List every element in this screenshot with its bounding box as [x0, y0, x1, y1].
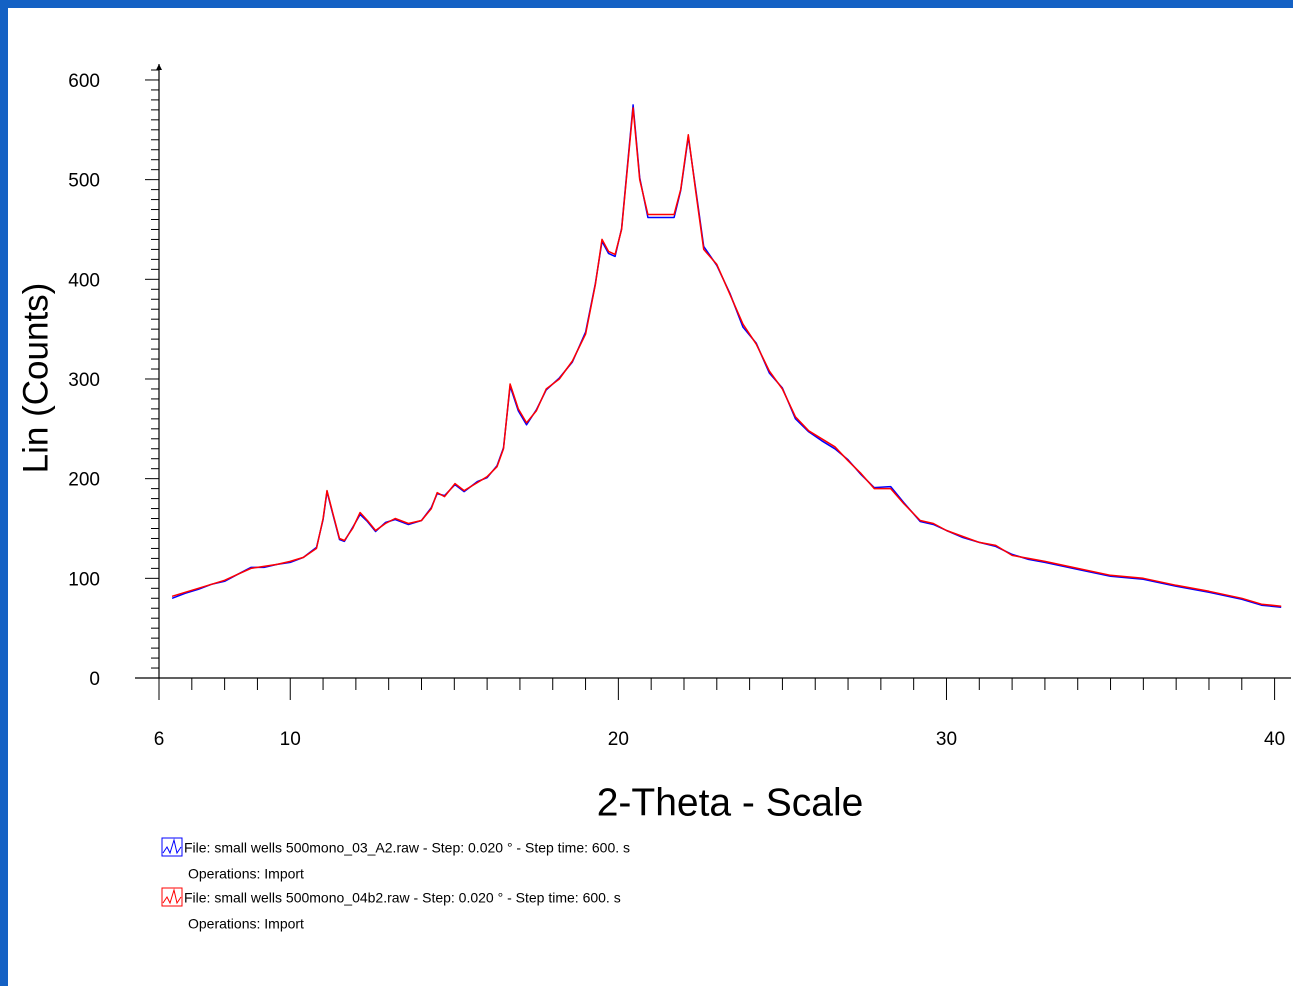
legend-swatch-wave — [162, 888, 182, 905]
y-tick-label: 0 — [89, 669, 100, 690]
legend-label: File: small wells 500mono_03_A2.raw - St… — [184, 840, 630, 856]
y-axis-label: Lin (Counts) — [16, 283, 55, 474]
x-tick-label: 40 — [1264, 729, 1285, 750]
series-line — [171, 107, 1282, 607]
legend-note: Operations: Import — [188, 866, 304, 882]
x-axis-label: 2-Theta - Scale — [597, 781, 864, 824]
y-tick-label: 100 — [68, 569, 100, 590]
y-axis-arrow — [156, 64, 162, 70]
x-tick-label: 30 — [936, 729, 957, 750]
x-tick-label: 10 — [280, 729, 301, 750]
x-tick-label: 6 — [154, 729, 165, 750]
y-tick-label: 500 — [68, 171, 100, 192]
y-tick-label: 200 — [68, 470, 100, 491]
plot-background — [8, 8, 1293, 986]
legend-swatch-wave — [162, 838, 182, 855]
y-tick-label: 300 — [68, 370, 100, 391]
y-tick-label: 400 — [68, 270, 100, 291]
legend-note: Operations: Import — [188, 916, 304, 932]
y-tick-label: 600 — [68, 71, 100, 92]
legend-label: File: small wells 500mono_04b2.raw - Ste… — [184, 890, 621, 906]
x-tick-label: 20 — [608, 729, 629, 750]
